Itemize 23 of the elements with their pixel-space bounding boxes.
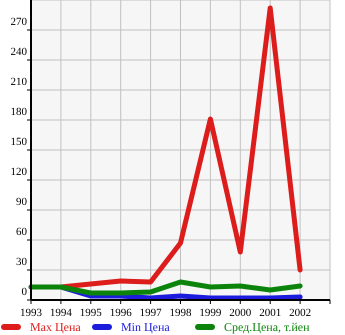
y-tick-label: 0 — [22, 286, 28, 298]
legend-label: Max Цена — [30, 320, 82, 334]
y-tick-label: 30 — [16, 256, 28, 268]
x-tick-label: 1993 — [20, 307, 42, 319]
x-tick-label: 2002 — [289, 307, 312, 319]
legend-label: Min Цена — [121, 320, 170, 334]
x-tick-label: 1994 — [50, 307, 72, 319]
x-tick-label: 1998 — [170, 307, 192, 319]
x-tick-label: 1999 — [199, 307, 222, 319]
y-tick-label: 150 — [10, 136, 28, 148]
y-tick-label: 240 — [10, 46, 28, 58]
y-tick-label: 120 — [10, 166, 28, 178]
x-tick-label: 1995 — [80, 307, 102, 319]
legend-label: Сред.Цена, т.йен — [224, 320, 310, 334]
y-tick-label: 60 — [16, 226, 28, 238]
x-tick-label: 1996 — [110, 307, 132, 319]
y-tick-label: 90 — [16, 196, 28, 208]
y-tick-label: 270 — [10, 16, 28, 28]
x-tick-label: 1997 — [140, 307, 162, 319]
x-tick-label: 2000 — [229, 307, 252, 319]
x-tick-label: 2001 — [259, 307, 282, 319]
y-tick-label: 180 — [10, 106, 28, 118]
y-tick-label: 210 — [10, 76, 28, 88]
